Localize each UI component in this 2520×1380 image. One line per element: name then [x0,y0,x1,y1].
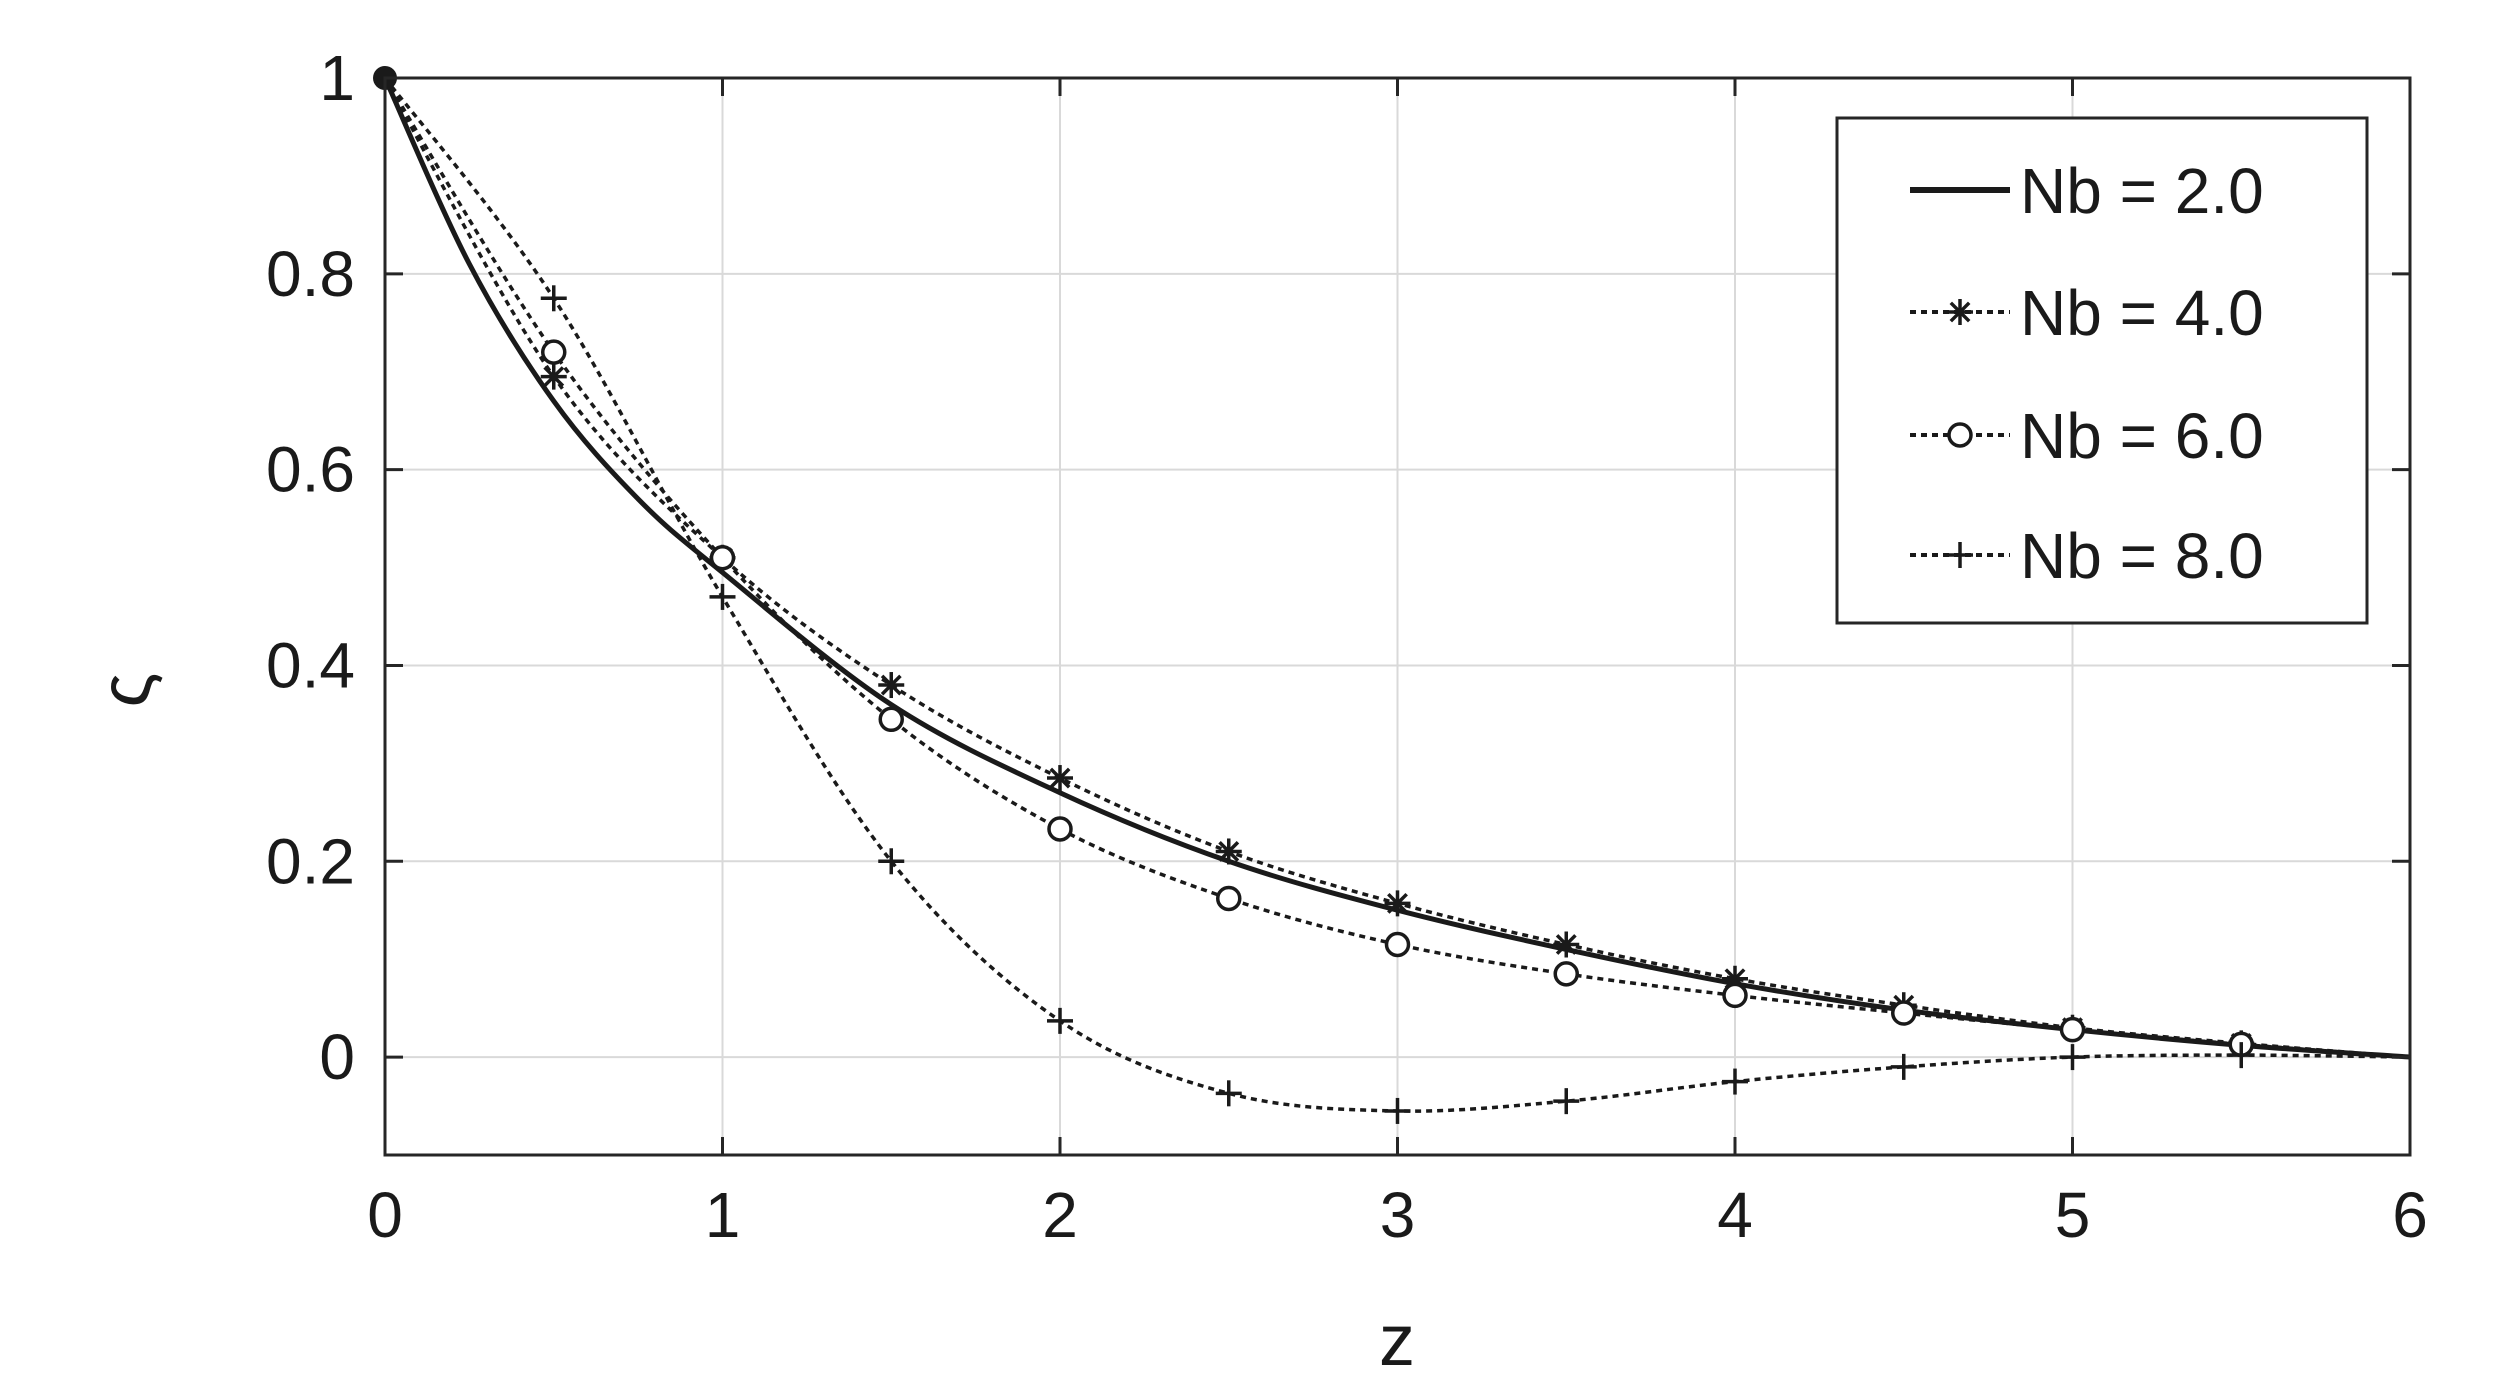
series-4-marker [709,583,736,610]
series-3-marker [1722,982,1748,1009]
series-2-marker [1553,931,1580,958]
series-4-marker [1722,1068,1748,1095]
legend-marker-2 [1947,299,1973,325]
series-4-marker [1215,1080,1242,1107]
series-3-marker [709,545,736,571]
y-tick-label: 0.4 [266,629,355,701]
axis-ticks: 0 1 2 3 4 5 6 0 0.2 0.4 0.6 0.8 1 [266,42,2428,1251]
legend-label-2: Nb = 4.0 [2020,277,2264,349]
y-tick-label: 0 [319,1021,355,1093]
series-2-marker [878,672,905,699]
series-3-marker [1384,931,1411,958]
series-4-marker [2228,1042,2255,1069]
x-tick-label: 2 [1042,1179,1078,1251]
legend: Nb = 2.0 Nb = 4.0 Nb = 6.0 Nb = 8.0 [1835,116,2369,625]
x-tick-label: 3 [1380,1179,1416,1251]
series-4-marker [1047,1007,1073,1034]
series-2-marker [540,363,567,390]
series-2-marker [1215,838,1242,865]
x-tick-label: 6 [2392,1179,2428,1251]
series-3-marker [878,706,904,733]
x-tick-label: 4 [1717,1179,1753,1251]
series-markers [373,66,2255,1124]
y-tick-label: 1 [319,42,355,114]
series-4-marker [540,285,567,312]
series-4-marker [2059,1044,2086,1071]
y-tick-label: 0.2 [266,825,355,897]
x-tick-label: 0 [367,1179,403,1251]
series-4-marker [1384,1097,1411,1124]
x-tick-label: 5 [2055,1179,2091,1251]
series-2-marker [1384,890,1411,917]
y-axis-label: ς [86,673,166,708]
series-3-marker [1553,961,1579,987]
series-3-marker [541,339,567,365]
x-tick-label: 1 [705,1179,741,1251]
series-4-marker [1890,1053,1917,1080]
y-tick-label: 0.6 [266,434,355,506]
legend-marker-4 [1947,542,1973,568]
series-3-marker [2059,1016,2086,1043]
legend-label-3: Nb = 6.0 [2020,400,2264,472]
legend-box [1835,116,2369,625]
legend-label-4: Nb = 8.0 [2020,520,2264,592]
x-axis-label: z [1379,1301,1415,1380]
legend-marker-3 [1947,422,1973,448]
series-3-marker [1891,1000,1917,1026]
series-line-4 [383,76,2411,1113]
series-3-marker [1216,885,1242,912]
y-tick-label: 0.8 [266,238,355,310]
series-2-marker [1047,765,1073,792]
series-4-marker [878,848,905,875]
series-line-3 [383,77,2411,1059]
series-4-marker [1553,1088,1580,1115]
legend-label-1: Nb = 2.0 [2020,155,2264,227]
series-3-marker [1047,816,1073,842]
